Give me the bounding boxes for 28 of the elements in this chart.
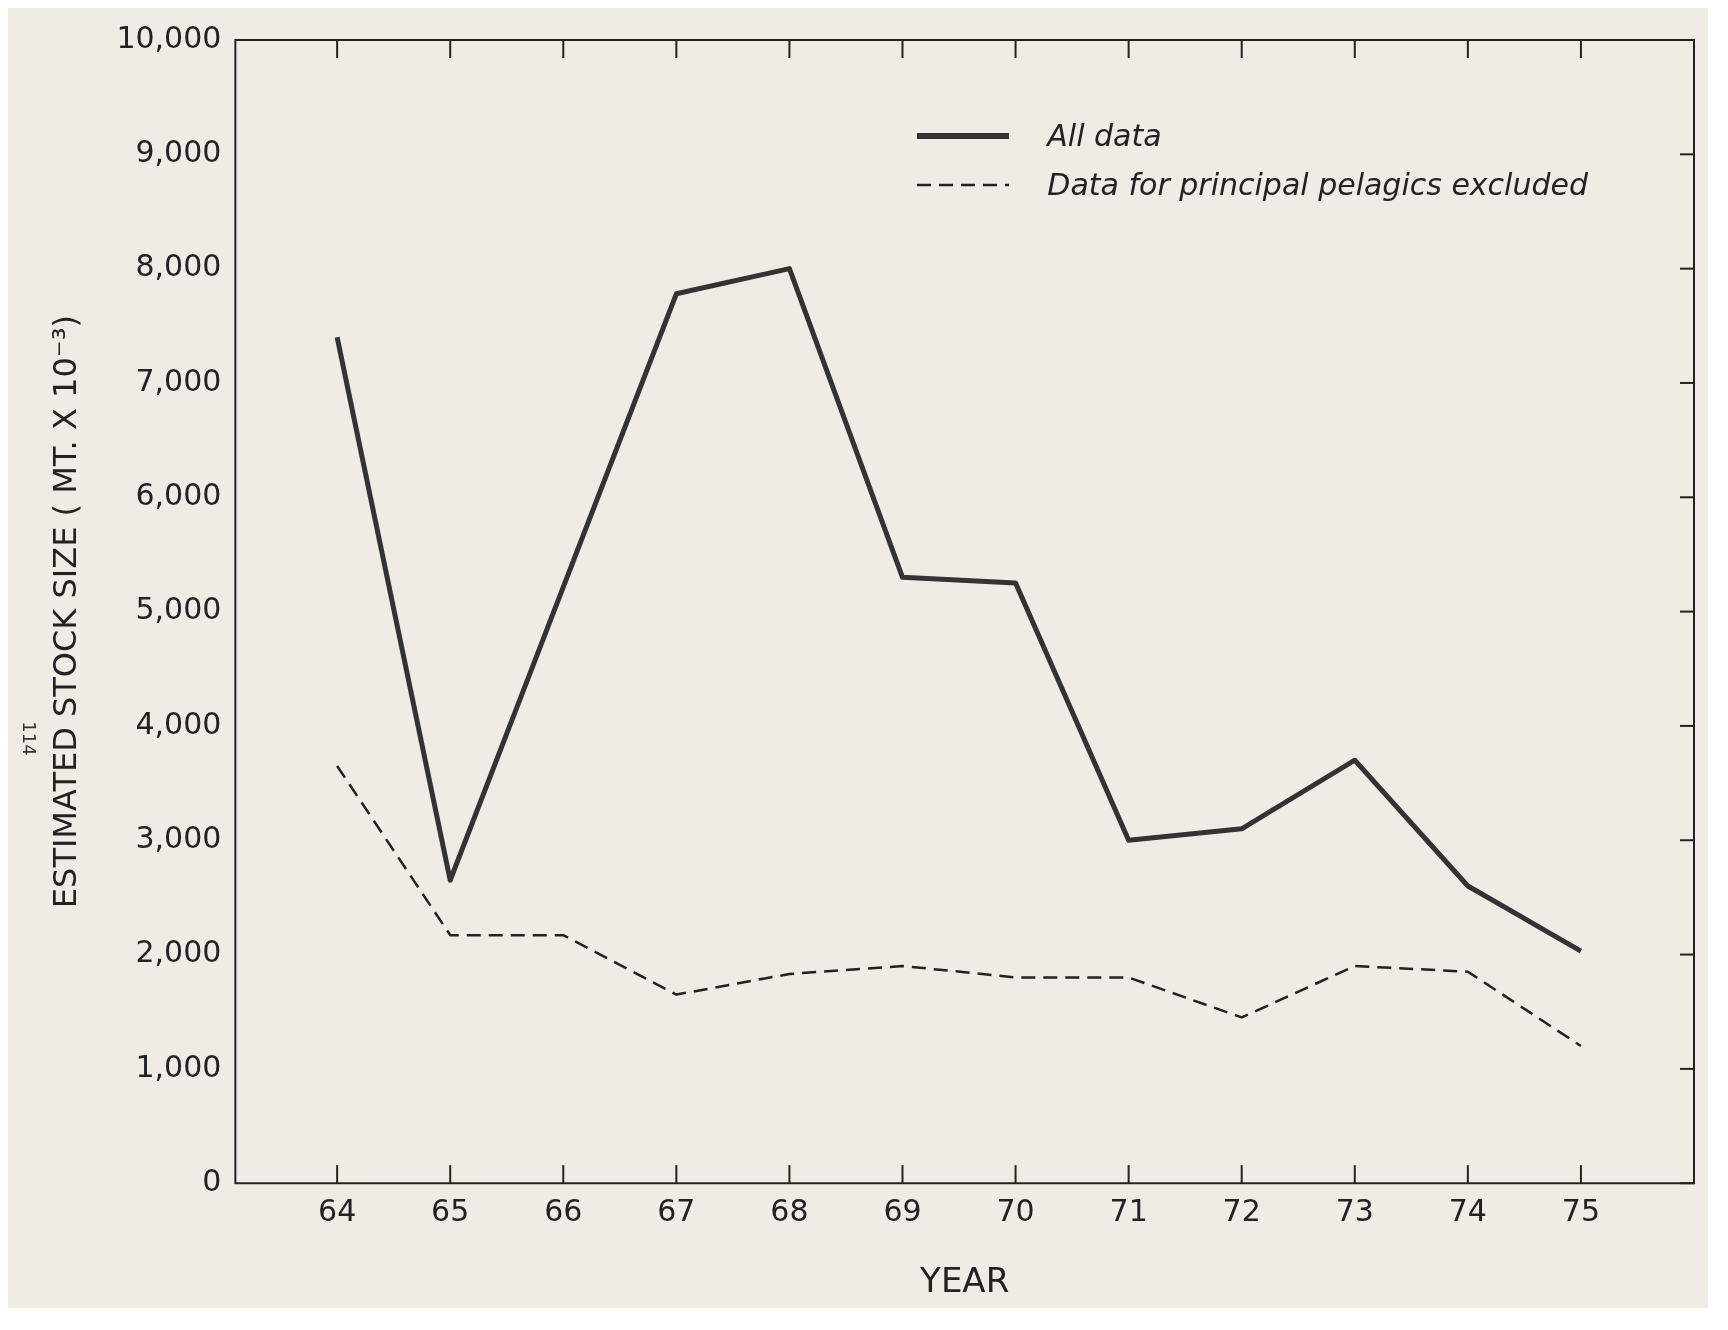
x-tick-label: 67 (657, 1193, 696, 1228)
x-tick-label: 74 (1448, 1193, 1487, 1228)
x-tick-label: 69 (883, 1193, 922, 1228)
y-tick-label: 8,000 (135, 248, 222, 284)
x-tick-label: 65 (431, 1193, 470, 1228)
text: 114 (18, 721, 40, 756)
y-axis-title: ESTIMATED STOCK SIZE ( MT. X 10⁻³) (45, 315, 84, 909)
x-tick-label: 71 (1109, 1193, 1148, 1228)
y-tick-label: 0 (202, 1163, 222, 1198)
y-tick-label: 3,000 (135, 820, 222, 856)
x-tick-label: 70 (996, 1193, 1035, 1228)
x-tick-label: 72 (1222, 1193, 1261, 1228)
y-tick-label: 1,000 (135, 1048, 222, 1084)
y-tick-label: 5,000 (135, 591, 222, 627)
x-axis-title: YEAR (919, 1260, 1010, 1301)
x-tick-label: 73 (1335, 1193, 1374, 1228)
x-tick-label: 64 (318, 1193, 357, 1228)
legend-label: Data for principal pelagics excluded (1047, 167, 1588, 202)
y-tick-label: 9,000 (135, 134, 222, 170)
y-tick-label: 4,000 (135, 705, 222, 741)
y-tick-label: 6,000 (135, 477, 222, 513)
x-tick-label: 68 (770, 1193, 809, 1228)
y-tick-label: 10,000 (116, 19, 222, 55)
x-tick-label: 66 (544, 1193, 583, 1228)
x-tick-label: 75 (1561, 1193, 1601, 1228)
y-tick-label: 2,000 (135, 934, 222, 970)
legend-label: All data (1047, 118, 1162, 153)
y-tick-label: 7,000 (135, 362, 222, 398)
